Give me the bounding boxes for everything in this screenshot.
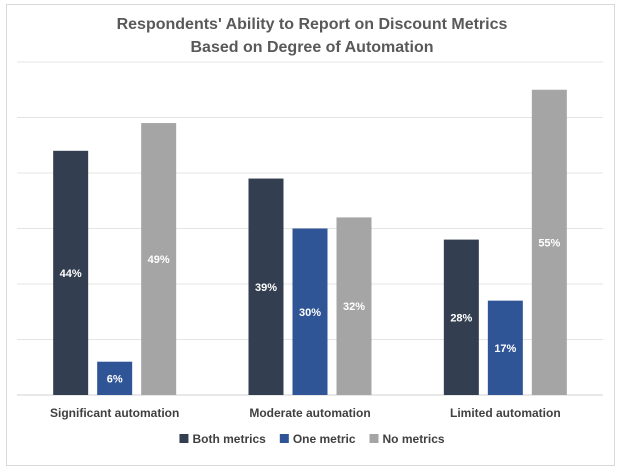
data-label: 44% — [60, 268, 82, 280]
bar — [487, 300, 523, 395]
bar — [443, 239, 479, 395]
legend: Both metrics One metric No metrics — [179, 432, 445, 446]
data-label: 39% — [255, 282, 277, 294]
bar — [292, 228, 328, 395]
bars: 44% 6% 49% 39% 30% 32% 28% 17% 55% — [53, 89, 567, 396]
category-labels: Significant automation Moderate automatio… — [50, 406, 561, 420]
category-label: Significant automation — [50, 406, 179, 420]
data-label: 49% — [148, 254, 170, 266]
data-label: 28% — [450, 312, 472, 324]
legend-label: Both metrics — [192, 432, 266, 446]
bar — [141, 123, 177, 396]
legend-swatch — [279, 434, 289, 443]
legend-swatch — [369, 434, 379, 443]
bar — [531, 89, 567, 395]
category-label: Limited automation — [450, 406, 561, 420]
chart-title: Respondents' Ability to Report on Discou… — [117, 16, 508, 33]
data-label: 30% — [299, 307, 321, 319]
data-label: 6% — [107, 373, 123, 385]
category-label: Moderate automation — [249, 406, 370, 420]
data-label: 55% — [538, 237, 560, 249]
bar — [336, 217, 372, 395]
data-label: 32% — [343, 301, 365, 313]
legend-label: No metrics — [383, 432, 445, 446]
data-label: 17% — [494, 343, 516, 355]
bar — [248, 178, 284, 395]
legend-label: One metric — [293, 432, 356, 446]
legend-swatch — [179, 434, 189, 443]
bar — [53, 150, 89, 395]
chart-subtitle: Based on Degree of Automation — [191, 39, 434, 56]
bar — [97, 361, 133, 395]
